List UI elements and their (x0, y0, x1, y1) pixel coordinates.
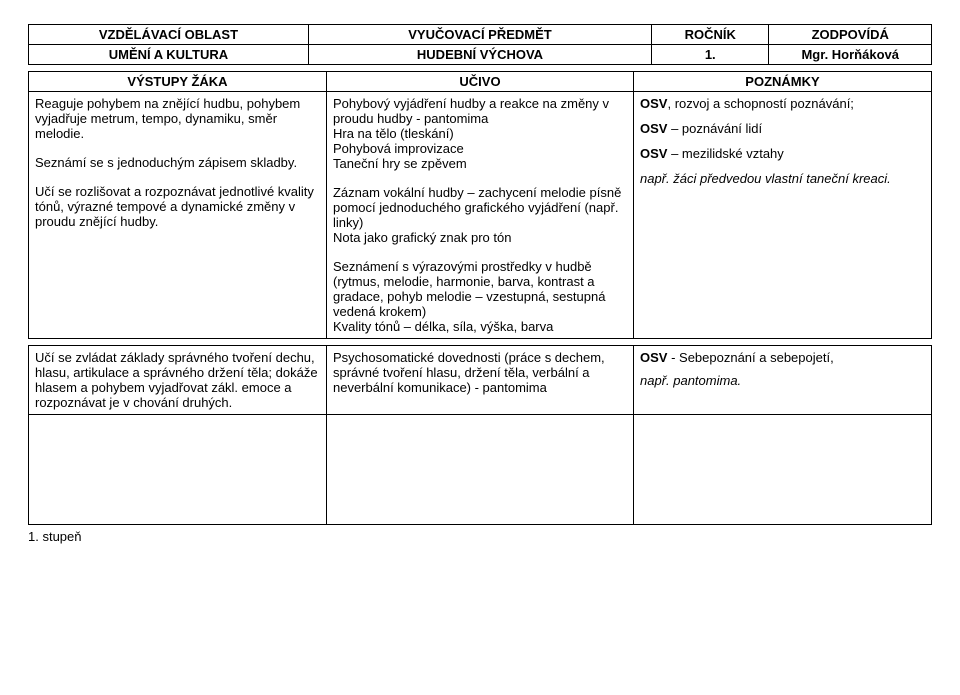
header-table: VZDĚLÁVACÍ OBLAST VYUČOVACÍ PŘEDMĚT ROČN… (28, 24, 932, 65)
sec-r1c2: Psychosomatické dovednosti (práce s dech… (326, 346, 633, 415)
row2-c1: Seznámí se s jednoduchým zápisem skladby… (35, 155, 320, 170)
empty-cell (326, 415, 633, 525)
row3-c1: Učí se rozlišovat a rozpoznávat jednotli… (35, 184, 320, 229)
col-header-3: POZNÁMKY (634, 72, 932, 92)
col-header-2: UČIVO (326, 72, 633, 92)
row2-c2: Záznam vokální hudby – zachycení melodie… (333, 185, 627, 245)
hdr-r1c2: VYUČOVACÍ PŘEDMĚT (308, 25, 651, 45)
sec-r1c3: OSV - Sebepoznání a sebepojetí, např. pa… (634, 346, 932, 415)
hdr-r2c2: HUDEBNÍ VÝCHOVA (308, 45, 651, 65)
hdr-r2c1: UMĚNÍ A KULTURA (29, 45, 309, 65)
note-line-1: OSV, rozvoj a schopností poznávání; (640, 96, 925, 111)
hdr-r2c4: Mgr. Horňáková (769, 45, 932, 65)
hdr-r2c3: 1. (652, 45, 769, 65)
hdr-r1c4: ZODPOVÍDÁ (769, 25, 932, 45)
sec-r1c1: Učí se zvládat základy správného tvoření… (29, 346, 327, 415)
hdr-r1c3: ROČNÍK (652, 25, 769, 45)
col-header-1: VÝSTUPY ŽÁKA (29, 72, 327, 92)
note-line-4: např. žáci předvedou vlastní taneční kre… (640, 171, 925, 186)
empty-cell (29, 415, 327, 525)
row1-c1: Reaguje pohybem na znějící hudbu, pohybe… (35, 96, 320, 141)
empty-cell (634, 415, 932, 525)
footer-text: 1. stupeň (28, 529, 932, 544)
hdr-r1c1: VZDĚLÁVACÍ OBLAST (29, 25, 309, 45)
note-line-2: OSV – poznávání lidí (640, 121, 925, 136)
row3-c2: Seznámení s výrazovými prostředky v hudb… (333, 259, 627, 334)
second-table: Učí se zvládat základy správného tvoření… (28, 345, 932, 525)
note-line-3: OSV – mezilidské vztahy (640, 146, 925, 161)
row1-c2: Pohybový vyjádření hudby a reakce na změ… (333, 96, 627, 171)
main-table: VÝSTUPY ŽÁKA UČIVO POZNÁMKY Reaguje pohy… (28, 71, 932, 339)
